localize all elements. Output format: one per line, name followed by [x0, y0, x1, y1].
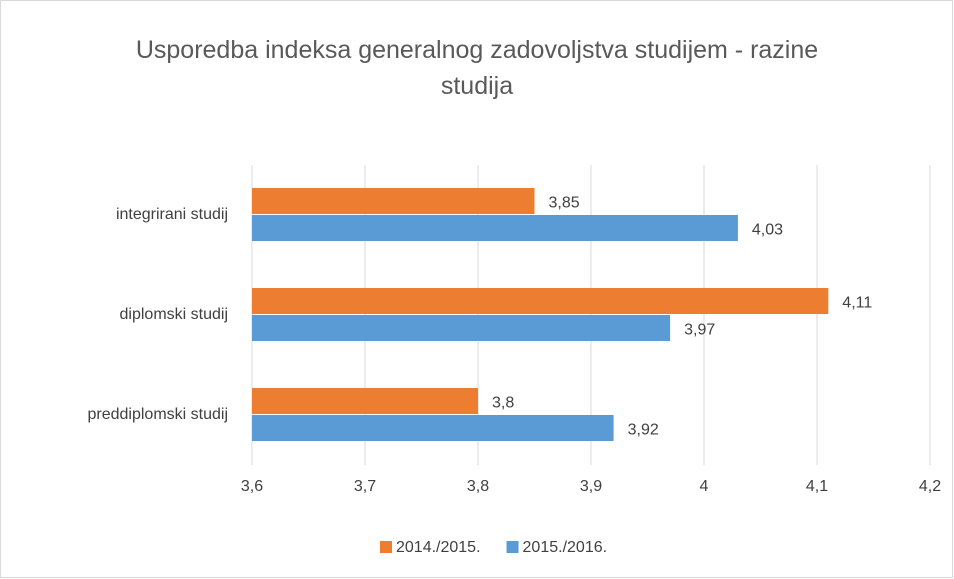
bar [252, 315, 671, 341]
legend-label: 2015./2016. [523, 539, 608, 556]
bar [252, 215, 738, 241]
x-tick-label: 4,1 [806, 478, 828, 495]
y-tick-label: integrirani studij [116, 206, 228, 223]
x-tick-label: 3,6 [241, 478, 263, 495]
y-tick-label: diplomski studij [120, 306, 228, 323]
data-label: 3,85 [549, 195, 580, 212]
data-label: 3,97 [684, 322, 715, 339]
x-tick-label: 4,2 [919, 478, 941, 495]
chart-title: Usporedba indeksa generalnog zadovoljstv… [135, 36, 819, 100]
legend-swatch [506, 541, 519, 553]
x-tick-label: 3,8 [467, 478, 489, 495]
x-tick-label: 3,9 [580, 478, 602, 495]
legend-swatch [380, 541, 392, 553]
data-label: 3,8 [492, 395, 514, 412]
y-tick-label: preddiplomski studij [87, 406, 228, 423]
bar [252, 388, 478, 414]
data-label: 3,92 [628, 422, 659, 439]
data-label: 4,03 [752, 222, 783, 239]
bar [252, 288, 829, 314]
bar [252, 188, 535, 214]
data-label: 4,11 [842, 295, 872, 312]
legend-label: 2014./2015. [396, 539, 481, 556]
bar [252, 415, 614, 441]
x-tick-label: 4 [700, 478, 709, 495]
x-tick-label: 3,7 [354, 478, 376, 495]
